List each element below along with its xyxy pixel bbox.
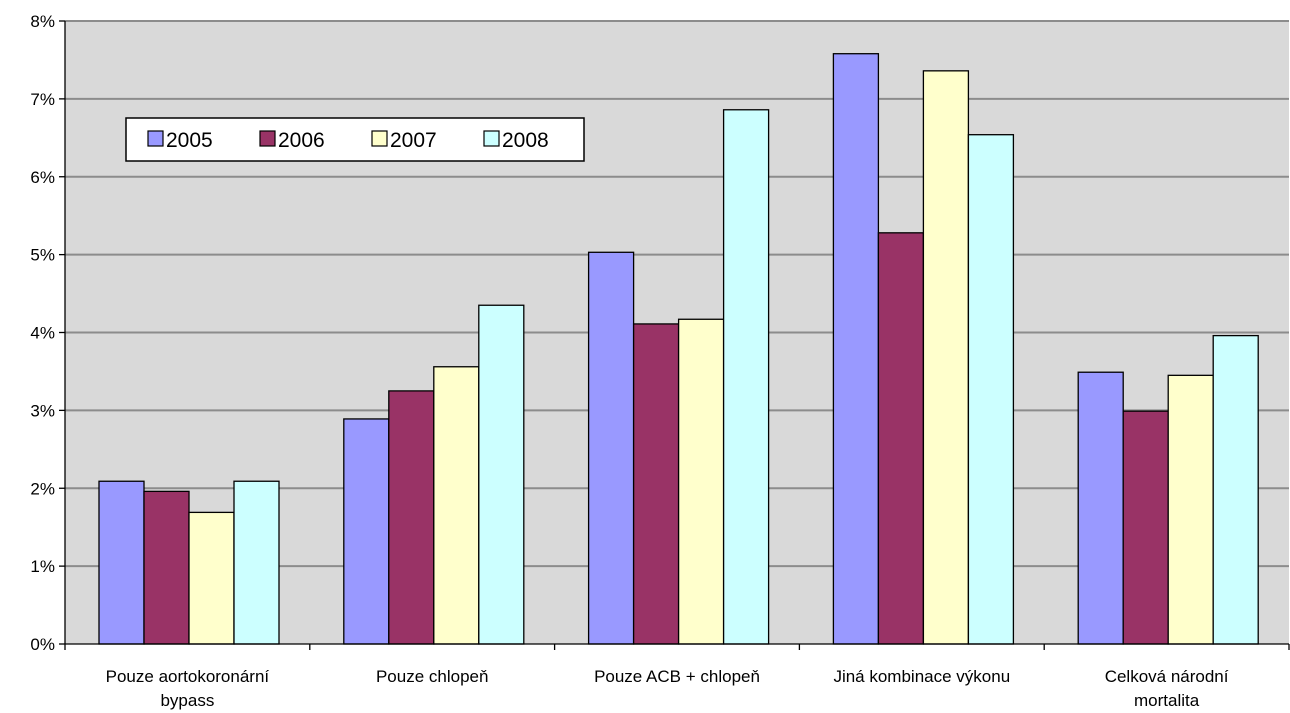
bar-2007-0 xyxy=(188,511,235,645)
bar-2005-3 xyxy=(832,53,880,645)
bar-2007-4 xyxy=(1167,374,1214,645)
bar-2005-4 xyxy=(1077,371,1124,645)
bar-2006-1 xyxy=(388,390,435,645)
bar-2005-2 xyxy=(587,251,635,645)
x-category-label: Jiná kombinace výkonu xyxy=(833,667,1010,686)
legend-label-2008: 2008 xyxy=(502,129,549,152)
bar-2007-2 xyxy=(677,318,725,645)
y-tick-label: 0% xyxy=(30,635,55,654)
y-tick-label: 5% xyxy=(30,246,55,265)
legend-swatch-2007 xyxy=(371,130,388,147)
bar-2008-3 xyxy=(967,134,1015,645)
bar-2006-0 xyxy=(143,490,190,645)
legend-label-2006: 2006 xyxy=(278,129,325,152)
x-category-label: Pouze ACB + chlopeň xyxy=(594,667,760,686)
bar-2005-0 xyxy=(98,480,145,645)
legend-label-2007: 2007 xyxy=(390,129,437,152)
x-category-label: Pouze aortokoronární xyxy=(106,667,270,686)
bar-2008-1 xyxy=(478,304,525,645)
bar-2008-2 xyxy=(722,109,770,645)
bar-2008-4 xyxy=(1212,334,1259,645)
legend: 2005 2006 2007 2008 xyxy=(125,117,585,162)
x-category-label: mortalita xyxy=(1134,691,1200,710)
bar-2006-4 xyxy=(1122,410,1169,645)
bar-2006-2 xyxy=(632,323,680,645)
y-tick-label: 4% xyxy=(30,324,55,343)
bar-2008-0 xyxy=(233,480,280,645)
y-tick-label: 1% xyxy=(30,557,55,576)
y-tick-label: 7% xyxy=(30,90,55,109)
legend-swatch-2008 xyxy=(483,130,500,147)
bar-2007-1 xyxy=(433,366,480,645)
x-category-label: bypass xyxy=(160,691,214,710)
bar-2006-3 xyxy=(877,232,925,645)
legend-swatch-2005 xyxy=(147,130,164,147)
bar-2005-1 xyxy=(343,418,390,645)
y-tick-label: 3% xyxy=(30,401,55,420)
x-category-label: Celková národní xyxy=(1105,667,1229,686)
y-tick-label: 8% xyxy=(30,12,55,31)
x-category-label: Pouze chlopeň xyxy=(376,667,488,686)
y-tick-label: 6% xyxy=(30,168,55,187)
legend-swatch-2006 xyxy=(259,130,276,147)
legend-label-2005: 2005 xyxy=(166,129,213,152)
axes xyxy=(59,20,1290,650)
bar-2007-3 xyxy=(922,70,970,645)
x-axis-labels: Pouze aortokoronární bypass Pouze chlopeň P… xyxy=(106,667,1229,710)
legend-box xyxy=(125,117,585,162)
bars xyxy=(98,53,1259,645)
y-tick-label: 2% xyxy=(30,479,55,498)
y-axis-ticks: 0% 1% 2% 3% 4% 5% 6% 7% 8% xyxy=(30,12,55,654)
